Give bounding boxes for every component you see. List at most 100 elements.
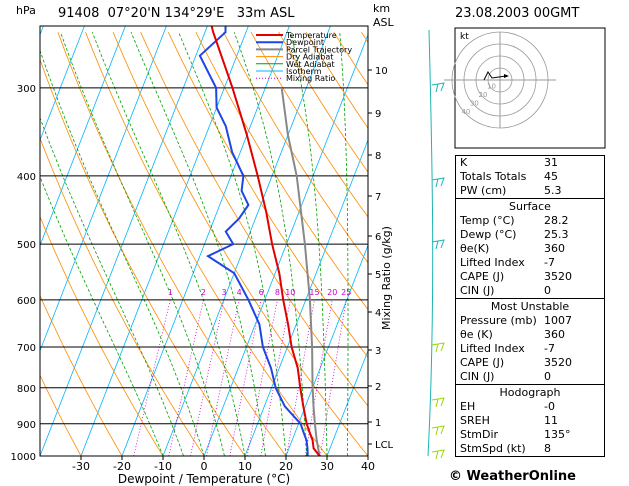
isotherm-line [0,26,2,456]
isotherm-line [244,138,368,456]
isotherm-line [40,26,167,352]
pressure-tick-label: 800 [17,384,36,395]
isotherm-line [162,26,331,456]
hodograph-ring-label: 30 [470,100,479,108]
wet-adiabat-line [40,49,205,456]
legend-label: Mixing Ratio [286,74,335,83]
isotherm-line [40,26,126,247]
parcel-trajectory-line [280,87,321,456]
wind-barb [431,342,445,353]
x-tick-label: -20 [113,460,131,473]
height-axis: 10 9 8 7 6 5 4 3 2 1 LCL [367,26,394,456]
x-tick-label: -10 [154,460,172,473]
surface-row: Dewp (°C) 25.3 [460,228,569,241]
dry-adiabat-line [278,32,368,173]
mixing-ratio-label: 10 [285,288,295,297]
surface-title: Surface [509,200,551,213]
x-tick-label: 10 [238,460,252,473]
dry-adiabat-line [112,32,368,456]
height-tick-label: 9 [375,109,381,120]
x-tick-label: 30 [320,460,334,473]
station-header: 91408 07°20'N 134°29'E 33m ASL [58,6,294,21]
hodograph-ring-label: 20 [478,91,487,99]
storm-motion-marker [504,74,509,78]
mixing-ratio-label: 6 [259,288,264,297]
hodo-row: SREH 11 [460,414,558,427]
wet-adiabat-line [40,116,184,456]
mu-row: Pressure (mb) 1007 [460,314,572,327]
mixing-ratio-label: 4 [237,288,242,297]
height-tick-label: 5 [375,270,381,281]
pressure-tick-label: 1000 [11,452,36,463]
dry-adiabat-line [250,32,368,218]
wind-barb-stroke [431,82,445,93]
wind-barb [431,82,445,93]
dry-adiabat-line [85,32,328,456]
mixing-ratio-label: 1 [168,288,173,297]
mixing-ratio-lines [133,299,347,456]
wet-adiabat-line [339,32,349,456]
pressure-tick-label: 900 [17,420,36,431]
pressure-lines [40,87,368,457]
wind-barb [431,397,445,408]
wet-adiabat-line [178,32,287,456]
x-tick-label: 40 [361,460,375,473]
hodo-row: StmDir 135° [460,428,571,441]
km-asl-label: ASL [373,16,395,29]
surface-row: CIN (J) 0 [460,284,551,297]
height-tick-label: 10 [375,66,388,77]
pressure-tick-label: 300 [17,84,36,95]
dry-adiabat-line [40,137,205,456]
km-label: km [373,2,390,15]
wet-adiabat-line [40,175,164,456]
legend-label: Parcel Trajectory [286,45,352,54]
dewpoint-line [198,26,309,456]
pressure-tick-label: 700 [17,343,36,354]
hodograph-unit-label: kt [460,32,469,42]
x-tick-label: -30 [72,460,90,473]
wind-barb [431,177,445,188]
dry-adiabat-line [140,32,368,407]
index-row-pw: PW (cm) 5.3 [460,184,562,197]
surface-row: θe(K) 360 [460,242,565,255]
wet-adiabat-lines [40,32,368,456]
mixing-ratio-label: 15 [309,288,319,297]
wet-adiabat-line [130,32,266,456]
hodo-row: EH -0 [460,400,555,413]
height-tick-label: 4 [375,308,381,319]
dry-adiabat-lines [40,31,368,456]
wind-barb-stroke [431,425,445,436]
wind-barb [431,425,445,436]
mu-row: θe (K) 360 [460,328,565,341]
station-lon: 134°29'E [164,6,225,21]
hodograph-ring-label: 10 [487,83,496,91]
isotherm-line [326,349,368,456]
legend-label: Dry Adiabat [286,53,333,62]
station-elevation: 33m [236,6,266,21]
isotherm-line [203,33,368,456]
surface-row: Lifted Index -7 [460,256,555,269]
height-tick-label: 8 [375,151,381,162]
mixing-ratio-label: 8 [275,288,280,297]
most-unstable-title: Most Unstable [490,300,570,313]
wind-profile [427,29,445,460]
wind-barb-stroke [431,397,445,408]
profile-lines [198,26,321,456]
dry-adiabat-line [57,32,287,456]
dry-adiabat-line [40,215,164,456]
temperature-line [210,26,321,456]
dry-adiabat-line [223,32,368,264]
dry-adiabat-line [40,374,82,456]
index-row-k: K 31 [460,156,558,169]
hodo-row: StmSpd (kt) 8 [460,442,551,455]
mu-row: CIN (J) 0 [460,370,551,383]
isotherm-lines [0,26,368,456]
hodograph-frame [454,27,606,149]
isotherm-line [40,26,85,142]
mu-row: Lifted Index -7 [460,342,555,355]
mixing-ratio-line [190,299,225,456]
wind-profile-line [427,29,434,457]
isotherm-line [121,26,290,456]
